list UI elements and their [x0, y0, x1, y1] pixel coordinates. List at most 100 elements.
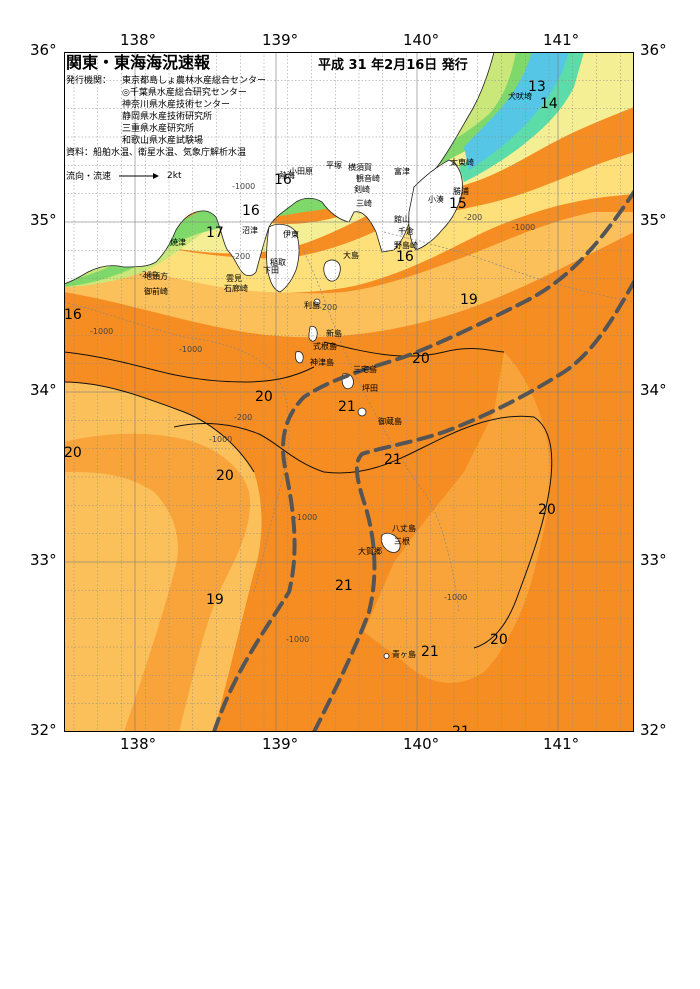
place-odawara: 小田原: [289, 167, 313, 176]
isotherm-label-16-a: 16: [274, 172, 292, 188]
source-label: 資料：: [66, 148, 94, 158]
depth-label: -200: [234, 413, 252, 422]
place-ito: 伊東: [283, 229, 299, 239]
place-inubozaki: 犬吠埼: [508, 91, 532, 101]
flow-arrow-icon: [119, 172, 160, 179]
land-niijima: [308, 325, 318, 342]
depth-label: -200: [464, 213, 482, 222]
isotherm-label-20-c: 20: [216, 468, 234, 484]
zone-18: [64, 152, 634, 293]
isotherm-label-20-f: 20: [490, 632, 508, 648]
depth-labels: -1000 -1000 -1000 -1000 -1000 -1000 -100…: [90, 182, 535, 644]
land-mikurajima: [357, 407, 367, 417]
issuer-item: ◎千葉県水産総合研究センター: [122, 88, 247, 98]
issuer-item: 和歌山県水産試験場: [122, 136, 204, 146]
sea-temperature-map: 13 14 15 16 16 16 16 17 19 19 20 20 20 2…: [64, 52, 634, 732]
fine-grid: [64, 52, 634, 732]
place-kannonzaki: 観音崎: [356, 173, 380, 183]
lon-tick-top-140: 140°: [403, 31, 440, 49]
lat-tick-right-35: 35°: [640, 211, 667, 229]
depth-label: -1000: [232, 182, 255, 191]
isotherm-labels: 13 14 15 16 16 16 16 17 19 19 20 20 20 2…: [64, 79, 558, 732]
lat-tick-right-36: 36°: [640, 41, 667, 59]
isotherm-label-19-b: 19: [206, 592, 224, 608]
lat-tick-left-36: 36°: [30, 41, 57, 59]
depth-label: -200: [139, 270, 157, 279]
flow-legend: 流向・流速 2kt: [66, 169, 314, 183]
map-title: 関東・東海海況速報: [66, 53, 211, 72]
isotherm-label-21-e: 21: [452, 724, 470, 732]
place-kozushima: 神津島: [310, 357, 334, 367]
place-hiratsuka: 平塚: [326, 161, 342, 170]
info-panel: 関東・東海海況速報 発行機関： 東京都島しょ農林水産総合センター ◎千葉県水産総…: [66, 53, 314, 183]
place-miyakejima: 三宅島: [353, 364, 377, 374]
lat-tick-right-33: 33°: [640, 551, 667, 569]
isotherm-label-16-d: 16: [64, 307, 82, 323]
lon-tick-top-141: 141°: [543, 31, 580, 49]
isotherm-label-20-a: 20: [412, 351, 430, 367]
place-katsuura: 勝浦: [453, 186, 469, 196]
issuer-item: 神奈川県水産技術センター: [122, 100, 231, 110]
isotherm-lines: [64, 341, 553, 649]
place-taitozaki: 太東崎: [450, 157, 474, 167]
depth-label: -1000: [444, 593, 467, 602]
depth-label: -1000: [294, 513, 317, 522]
depth-label: -200: [232, 252, 250, 261]
zone-20-east: [364, 352, 551, 683]
isotherm-label-20-d: 20: [64, 445, 82, 461]
lat-tick-left-32: 32°: [30, 721, 57, 739]
place-kominato: 小湊: [428, 194, 444, 204]
isotherm-label-13: 13: [528, 79, 546, 95]
place-chikura: 千倉: [398, 226, 414, 236]
land-toshima: [313, 298, 321, 306]
place-nojimazaki: 野島崎: [394, 240, 418, 250]
flow-legend-speed: 2kt: [167, 170, 182, 181]
isotherm-label-17: 17: [206, 225, 224, 241]
coast-place-names: 焼津 沼津 伊東 熱海 稲取 下田 石廊崎 雲見 御前崎 地頭方 小田原 平塚 …: [144, 91, 532, 296]
zone-13: [464, 52, 569, 170]
depth-label: -1000: [286, 635, 309, 644]
place-kumomi: 雲見: [226, 274, 242, 283]
place-mikurajima: 御蔵島: [378, 416, 402, 426]
place-shikinejima: 式根島: [313, 341, 337, 351]
isotherm-label-21-a: 21: [338, 399, 356, 415]
isotherm-label-20-b: 20: [255, 389, 273, 405]
place-futtsu: 富津: [394, 166, 410, 176]
depth-label: -1000: [90, 327, 113, 336]
land-kozushima: [295, 351, 304, 364]
flow-legend-label: 流向・流速: [66, 172, 112, 182]
isotherm-label-21-d: 21: [421, 644, 439, 660]
issuers-block: 発行機関： 東京都島しょ農林水産総合センター ◎千葉県水産総合研究センター 神奈…: [66, 75, 314, 147]
place-toshima: 利島: [304, 300, 320, 310]
issuer-item: 東京都島しょ農林水産総合センター: [122, 76, 267, 86]
lat-tick-left-33: 33°: [30, 551, 57, 569]
lat-tick-left-34: 34°: [30, 381, 57, 399]
place-okago: 大賀郷: [358, 546, 382, 556]
lon-tick-top-138: 138°: [120, 31, 157, 49]
place-aogashima: 青ヶ島: [392, 649, 416, 659]
land-hachijojima: [380, 532, 401, 553]
place-hachijojima: 八丈島: [392, 523, 416, 533]
island-names: 大島 利島 新島 式根島 神津島 三宅島 御蔵島 坪田 八丈島 三根 大賀郷 青…: [304, 250, 416, 659]
isotherm-label-16-c: 16: [396, 249, 414, 265]
depth-label: -1000: [512, 223, 535, 232]
depth-label: -200: [319, 303, 337, 312]
kuroshio-path-line: [312, 280, 634, 732]
place-tsurugizaki: 剣崎: [354, 184, 370, 194]
land-izu-peninsula: [266, 223, 300, 293]
place-atami: 熱海: [279, 170, 295, 180]
place-irozaki: 石廊崎: [224, 283, 248, 293]
land-aogashima: [383, 653, 390, 659]
lon-tick-bottom-138: 138°: [120, 735, 157, 753]
issuer-item: 三重県水産研究所: [122, 124, 195, 134]
issuer-item: 静岡県水産技術研究所: [122, 112, 213, 122]
issue-date: 平成 31 年2月16日 発行: [318, 58, 468, 73]
lat-tick-right-32: 32°: [640, 721, 667, 739]
depth-label: -1000: [179, 345, 202, 354]
isotherm-label-16-b: 16: [242, 203, 260, 219]
place-niijima: 新島: [326, 328, 342, 338]
depth-label: -1000: [209, 435, 232, 444]
lon-tick-top-139: 139°: [262, 31, 299, 49]
isotherm-label-21-b: 21: [384, 452, 402, 468]
place-shimoda: 下田: [263, 266, 279, 275]
